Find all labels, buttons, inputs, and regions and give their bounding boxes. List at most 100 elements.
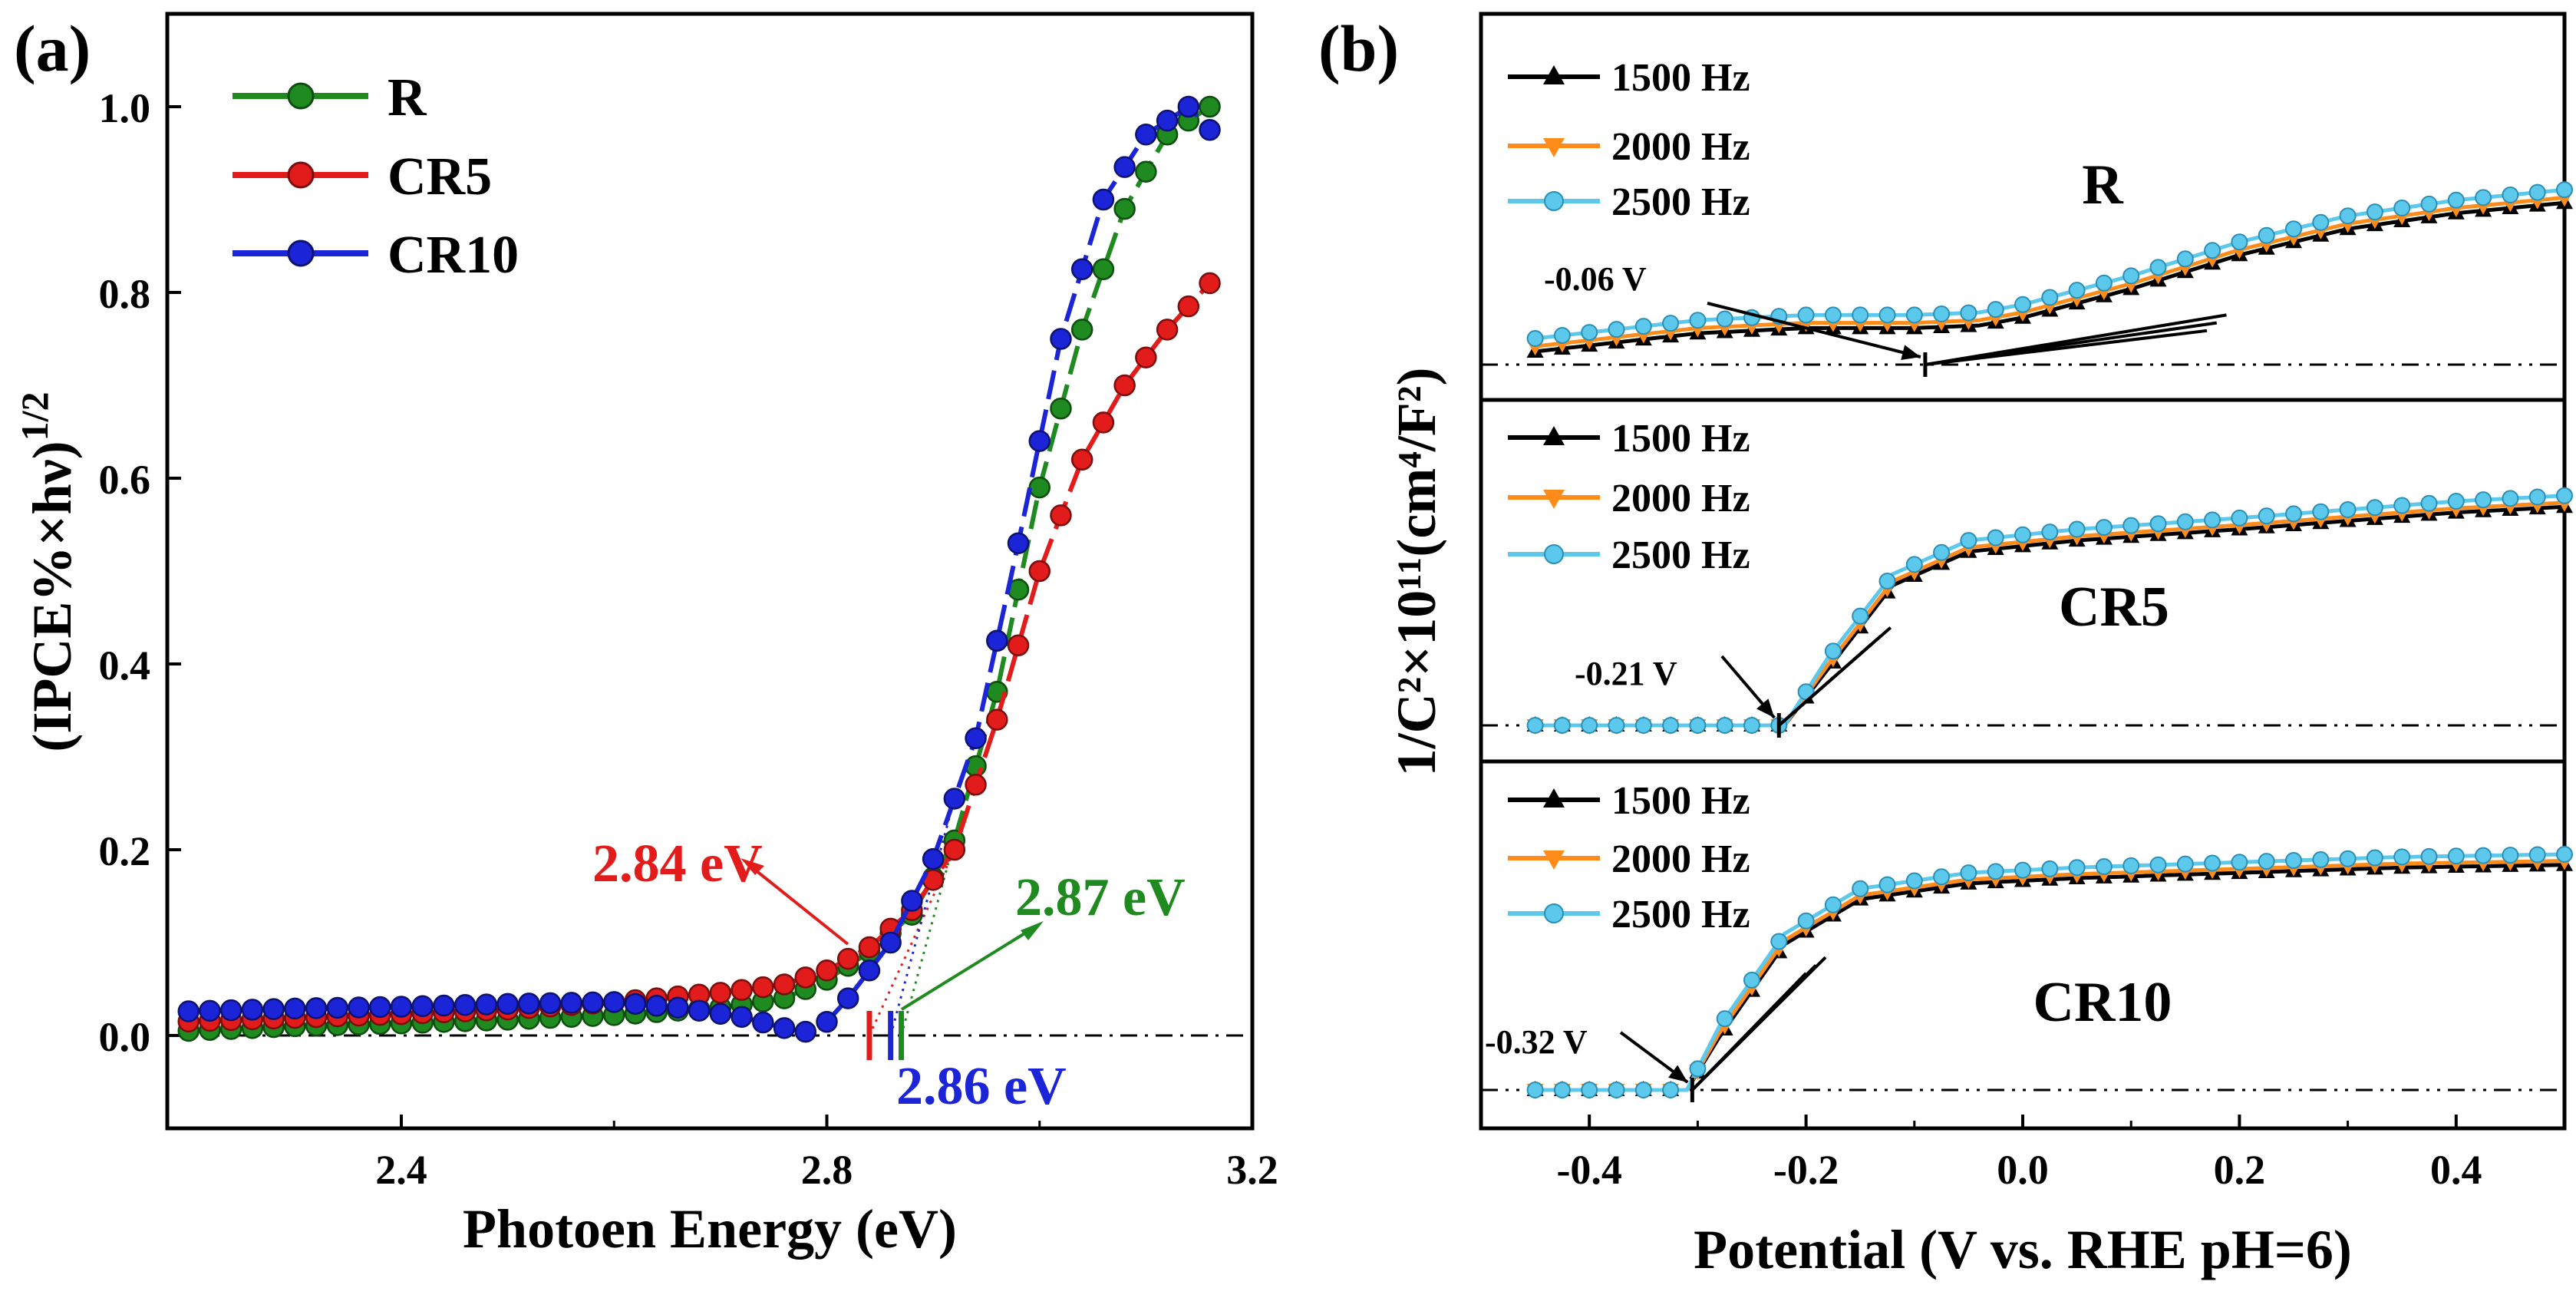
series-CR10-point <box>177 1000 200 1022</box>
point-2500-Hz <box>2420 494 2438 512</box>
tangent-line <box>1777 626 1892 727</box>
point-2500-Hz <box>2095 274 2113 292</box>
point-2500-Hz <box>2014 296 2031 313</box>
point-2500-Hz <box>2041 523 2059 541</box>
point-2500-Hz <box>1608 1082 1625 1098</box>
series-CR5-point <box>1177 295 1200 318</box>
legend-label: 2500 Hz <box>1611 533 1750 577</box>
series-CR5-point <box>709 982 732 1004</box>
flatband-label: -0.32 V <box>1485 1023 1588 1061</box>
point-2500-Hz <box>2420 195 2438 213</box>
series-CR10-point <box>454 994 477 1016</box>
subplot-sample-label: R <box>2082 154 2124 216</box>
series-CR5-point <box>1007 634 1030 657</box>
series-CR10-point <box>199 999 221 1022</box>
point-2500-Hz <box>1797 306 1815 324</box>
legend-marker <box>1544 544 1564 564</box>
series-CR10-point <box>688 999 711 1022</box>
point-2500-Hz <box>2475 189 2492 206</box>
panel-a-tangent <box>900 840 956 1036</box>
point-2500-Hz <box>1987 301 2004 319</box>
point-2500-Hz <box>1526 330 1544 347</box>
series-CR10-point <box>262 998 285 1020</box>
point-2500-Hz <box>2204 242 2221 259</box>
point-2500-Hz <box>1716 310 1733 328</box>
point-2500-Hz <box>2447 847 2465 865</box>
point-2500-Hz <box>2528 488 2546 506</box>
point-2500-Hz <box>1608 321 1625 339</box>
series-R-point <box>1028 476 1051 499</box>
flatband-label: -0.06 V <box>1544 260 1647 298</box>
tangent-line <box>1925 313 2227 366</box>
flatband-label: -0.21 V <box>1575 655 1677 692</box>
point-2500-Hz <box>2528 183 2546 201</box>
point-2500-Hz <box>1933 868 1951 886</box>
point-2500-Hz <box>2041 289 2059 306</box>
series-CR10-point <box>731 1006 753 1029</box>
point-2500-Hz <box>1634 717 1652 734</box>
series-R-point <box>1199 95 1221 118</box>
point-2500-Hz <box>1852 607 1869 625</box>
panel-a-ytick-label: 0.2 <box>99 828 151 874</box>
point-2500-Hz <box>2393 200 2411 216</box>
series-CR5-point <box>816 959 838 982</box>
series-CR10-point <box>1199 119 1221 141</box>
point-2500-Hz <box>1689 717 1707 734</box>
point-2500-Hz <box>1960 304 1977 322</box>
series-CR5-point <box>986 708 1008 731</box>
point-2500-Hz <box>2447 493 2465 510</box>
point-2500-Hz <box>2095 858 2113 876</box>
point-2500-Hz <box>2149 856 2167 874</box>
series-R-point <box>1113 197 1136 220</box>
point-2500-Hz <box>2068 859 2086 877</box>
point-2500-Hz <box>2312 850 2330 868</box>
legend-label: 1500 Hz <box>1611 779 1750 823</box>
point-2500-Hz <box>2285 852 2302 869</box>
legend-marker <box>1543 788 1565 808</box>
point-2500-Hz <box>2204 854 2221 872</box>
series-CR5-point <box>752 976 774 999</box>
legend-marker <box>1543 65 1565 84</box>
legend-label: 1500 Hz <box>1611 417 1750 461</box>
flatband-arrowhead <box>1901 345 1921 360</box>
point-2500-Hz <box>1689 312 1707 329</box>
panel-a-label: (a) <box>14 12 91 85</box>
point-2500-Hz <box>1852 306 1869 324</box>
series-CR5-point <box>731 979 753 1001</box>
series-CR10-point <box>411 995 434 1018</box>
point-2500-Hz <box>2231 509 2248 527</box>
point-2500-Hz <box>2258 853 2275 870</box>
series-CR5-point <box>836 947 859 970</box>
point-2500-Hz <box>2285 220 2302 238</box>
series-CR10-point <box>986 629 1008 652</box>
panel-a-ytick-label: 0.8 <box>99 271 151 317</box>
point-2500-Hz <box>1878 306 1896 324</box>
point-2500-Hz <box>1581 324 1598 342</box>
series-CR10-point <box>752 1011 774 1034</box>
legend-label: 2500 Hz <box>1611 180 1750 224</box>
series-CR10-point <box>901 890 923 912</box>
series-CR5-point <box>1070 448 1093 471</box>
point-2500-Hz <box>1797 912 1815 930</box>
subplot-sample-label: CR10 <box>2033 971 2172 1034</box>
tangent-line <box>1690 956 1827 1092</box>
point-2500-Hz <box>1689 1060 1707 1078</box>
point-2500-Hz <box>1905 556 1923 573</box>
series-CR5-point <box>1028 560 1051 583</box>
point-2500-Hz <box>2475 847 2492 864</box>
point-2500-Hz <box>1553 717 1571 734</box>
series-CR10-point <box>773 1017 796 1039</box>
panel-a-xtick-label: 3.2 <box>1226 1147 1278 1193</box>
point-2500-Hz <box>1905 872 1923 890</box>
series-CR10-point <box>879 931 902 954</box>
flatband-arrow <box>1707 302 1921 358</box>
series-CR10-point <box>667 996 689 1019</box>
point-2500-Hz <box>1878 876 1896 893</box>
panel-a-series <box>167 95 1252 1060</box>
series-CR10-point <box>241 999 264 1021</box>
point-2500-Hz <box>2393 497 2411 514</box>
point-2500-Hz <box>2095 519 2113 537</box>
point-2500-Hz <box>2339 850 2357 867</box>
series-CR10-point <box>433 994 455 1017</box>
